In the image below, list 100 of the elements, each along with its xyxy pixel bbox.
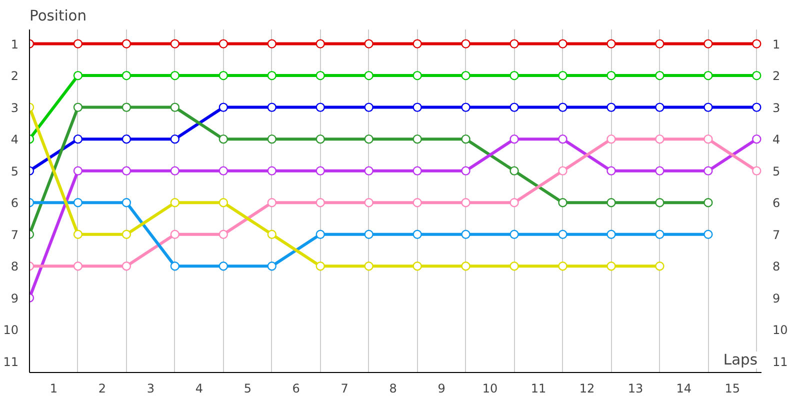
point (655, 39, 664, 48)
point (461, 198, 470, 208)
point (510, 134, 519, 144)
point (558, 39, 568, 48)
point (655, 198, 664, 208)
x-tick-label: 10 (482, 382, 498, 396)
point (267, 134, 276, 144)
y2-tick-label: 3 (772, 100, 780, 115)
point (655, 166, 664, 176)
x-tick-label: 15 (724, 382, 740, 396)
point (510, 166, 519, 176)
point (316, 262, 325, 271)
x-tick-label: 11 (530, 382, 546, 396)
point (655, 230, 664, 239)
point (606, 262, 616, 271)
point (704, 198, 713, 208)
point (510, 230, 519, 239)
y2-tick-label: 9 (772, 291, 780, 306)
point (170, 198, 180, 208)
point (752, 102, 762, 112)
y2-tick-label: 2 (772, 69, 780, 84)
y2-tick-label: 6 (772, 196, 780, 210)
point (170, 39, 180, 48)
point (412, 262, 422, 271)
point (704, 39, 713, 48)
y-tick-label: 9 (10, 291, 19, 306)
point (752, 39, 762, 48)
point (73, 134, 83, 144)
y-tick-label: 5 (10, 164, 19, 178)
point (558, 70, 568, 80)
point (655, 262, 664, 271)
y2-tick-label: 11 (772, 354, 788, 369)
y-tick-label: 4 (10, 132, 19, 147)
x-tick-label: 8 (389, 382, 397, 396)
point (606, 230, 616, 239)
point (218, 230, 228, 239)
point (704, 70, 713, 80)
point (510, 262, 519, 271)
point (606, 198, 616, 208)
point (73, 39, 83, 48)
point (73, 230, 83, 239)
point (606, 134, 616, 144)
x-tick-label: 14 (676, 382, 692, 396)
x-tick-label: 9 (438, 382, 446, 396)
point (412, 39, 422, 48)
point (412, 230, 422, 239)
point (364, 39, 374, 48)
y2-tick-label: 5 (772, 164, 780, 178)
point (316, 102, 325, 112)
point (122, 70, 132, 80)
point (122, 134, 132, 144)
point (122, 262, 132, 271)
point (170, 70, 180, 80)
y-tick-label: 6 (10, 196, 19, 210)
point (218, 134, 228, 144)
point (364, 198, 374, 208)
point (752, 70, 762, 80)
point (364, 166, 374, 176)
point (73, 198, 83, 208)
point (704, 102, 713, 112)
point (704, 134, 713, 144)
x-tick-label: 12 (579, 382, 595, 396)
x-tick-label: 1 (50, 382, 58, 396)
point (655, 134, 664, 144)
point (558, 262, 568, 271)
point (461, 102, 470, 112)
y2-tick-label: 4 (772, 132, 780, 147)
y-tick-label: 1 (10, 37, 19, 52)
y2-tick-label: 8 (772, 260, 780, 274)
x-tick-label: 13 (628, 382, 644, 396)
point (655, 70, 664, 80)
point (364, 70, 374, 80)
point (655, 102, 664, 112)
y-tick-label: 8 (10, 260, 19, 274)
point (364, 102, 374, 112)
point (122, 102, 132, 112)
point (704, 166, 713, 176)
point (316, 39, 325, 48)
point (170, 166, 180, 176)
point (316, 70, 325, 80)
y-tick-label: 10 (3, 323, 19, 338)
point (73, 166, 83, 176)
point (267, 198, 276, 208)
point (218, 262, 228, 271)
x-tick-label: 4 (195, 382, 203, 396)
point (122, 230, 132, 239)
point (461, 230, 470, 239)
point (510, 102, 519, 112)
x-tick-label: 3 (146, 382, 155, 396)
point (364, 134, 374, 144)
point (412, 134, 422, 144)
point (461, 166, 470, 176)
point (412, 198, 422, 208)
x-axis-title: Laps (723, 352, 758, 368)
point (412, 70, 422, 80)
point (606, 102, 616, 112)
y-tick-label: 2 (10, 69, 19, 84)
point (218, 198, 228, 208)
y2-tick-label: 7 (772, 228, 780, 242)
point (316, 134, 325, 144)
